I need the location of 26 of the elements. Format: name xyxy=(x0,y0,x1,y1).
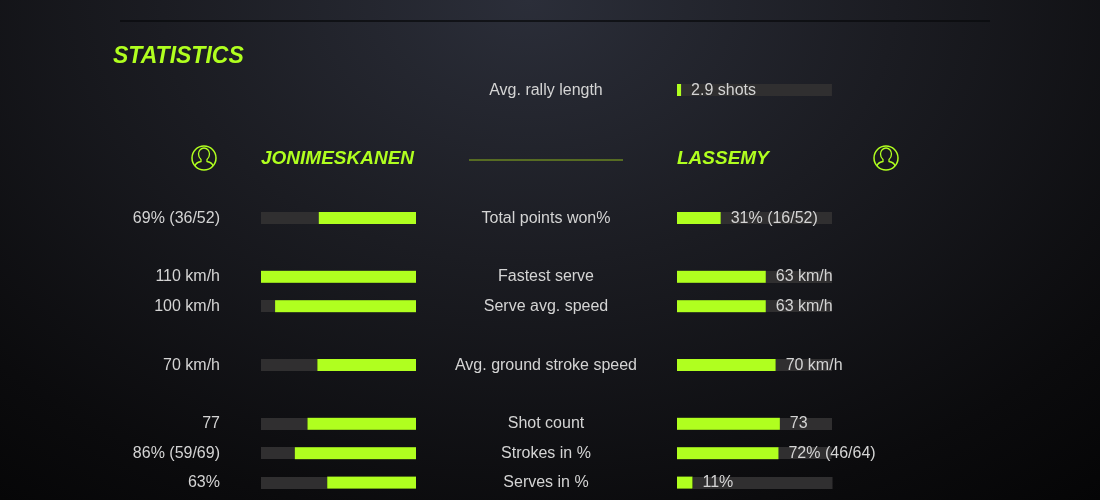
data-label: 86% (59/69) xyxy=(132,443,220,461)
y-tick-label: Fastest serve xyxy=(497,267,595,285)
y-tick-label: Avg. rally length xyxy=(489,80,603,98)
data-label: 69% (36/52) xyxy=(132,208,220,226)
chart-title: STATISTICS xyxy=(113,42,245,68)
data-label: 100 km/h xyxy=(154,296,220,314)
y-tick-label: Serves in % xyxy=(503,473,589,491)
data-label: 77 xyxy=(202,414,221,432)
data-label: 72% (46/64) xyxy=(788,443,876,461)
y-tick-label: Serve avg. speed xyxy=(483,296,609,314)
data-label: 11% xyxy=(702,473,734,491)
data-label: 70 km/h xyxy=(163,355,220,373)
data-label: 73 xyxy=(789,414,808,432)
y-tick-label: Strokes in % xyxy=(501,443,591,461)
y-tick-label: Avg. ground stroke speed xyxy=(454,355,638,373)
y-tick-label: Total points won% xyxy=(481,208,611,226)
data-label: 31% (16/52) xyxy=(730,208,818,226)
data-label: 2.9 shots xyxy=(691,80,757,98)
text: LASSEMY xyxy=(677,146,772,168)
data-label: 63% xyxy=(187,473,220,491)
data-label: 63 km/h xyxy=(775,296,833,314)
data-label: 110 km/h xyxy=(155,267,220,285)
data-label: 63 km/h xyxy=(775,267,833,285)
legend-label: JONIMESKANEN xyxy=(261,146,416,168)
data-label: 70 km/h xyxy=(785,355,843,373)
y-tick-label: Shot count xyxy=(507,414,585,432)
